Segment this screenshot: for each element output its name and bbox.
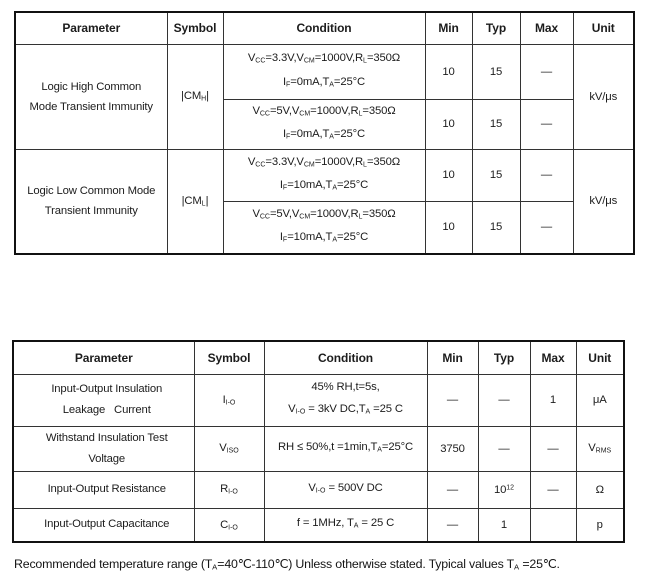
parameter-cell: Logic High Common Mode Transient Immunit… <box>14 43 168 150</box>
unit-cell: μA <box>575 373 625 427</box>
table2-col-parameter: Parameter <box>12 340 195 375</box>
table-row: Input-Output Insulation Leakage Current … <box>12 373 625 427</box>
parameter-cell: Input-Output Resistance <box>12 470 195 509</box>
table1-col-condition: Condition <box>222 11 426 45</box>
table1-col-symbol: Symbol <box>166 11 224 45</box>
typ-cell: 15 <box>471 148 521 202</box>
typ-cell: 1 <box>477 507 531 543</box>
table-row: Input-Output Resistance RI-O VI-O = 500V… <box>12 470 625 509</box>
table1-col-typ: Typ <box>471 11 521 45</box>
table-row: Logic Low Common Mode Transient Immunity… <box>14 148 635 255</box>
unit-cell: VRMS <box>575 425 625 472</box>
max-cell: — <box>519 98 574 150</box>
min-cell: 10 <box>424 200 473 255</box>
min-cell: 3750 <box>426 425 479 472</box>
min-cell: — <box>426 373 479 427</box>
typ-cell: 15 <box>471 98 521 150</box>
max-cell: — <box>529 425 577 472</box>
min-cell: 10 <box>424 148 473 202</box>
symbol-cell: |CML| <box>166 148 224 255</box>
condition-cell: VCC=3.3V,VCM=1000V,RL=350Ω IF=0mA,TA=25°… <box>222 43 426 100</box>
condition-cell: VCC=5V,VCM=1000V,RL=350Ω IF=10mA,TA=25°C <box>222 200 426 255</box>
typ-cell: — <box>477 425 531 472</box>
typ-cell: 1012 <box>477 470 531 509</box>
unit-cell: p <box>575 507 625 543</box>
parameter-cell: Input-Output Capacitance <box>12 507 195 543</box>
temperature-range-footnote: Recommended temperature range (TA=40℃-11… <box>14 557 560 572</box>
table1-header-row: Parameter Symbol Condition Min Typ Max U… <box>14 11 635 45</box>
min-cell: — <box>426 470 479 509</box>
table2-col-symbol: Symbol <box>193 340 265 375</box>
max-cell: — <box>519 200 574 255</box>
table2-col-unit: Unit <box>575 340 625 375</box>
insulation-table: Parameter Symbol Condition Min Typ Max U… <box>12 340 625 543</box>
table-row: Withstand Insulation Test Voltage VISO R… <box>12 425 625 472</box>
condition-cell: VCC=5V,VCM=1000V,RL=350Ω IF=0mA,TA=25°C <box>222 98 426 150</box>
max-cell: — <box>519 148 574 202</box>
typ-cell: 15 <box>471 200 521 255</box>
table2-col-max: Max <box>529 340 577 375</box>
condition-cell: VCC=3.3V,VCM=1000V,RL=350Ω IF=10mA,TA=25… <box>222 148 426 202</box>
table1-col-min: Min <box>424 11 473 45</box>
table-row: VCC=5V,VCM=1000V,RL=350Ω IF=10mA,TA=25°C… <box>15 200 634 255</box>
max-cell <box>529 507 577 543</box>
condition-cell: f = 1MHz, TA = 25 C <box>263 507 428 543</box>
unit-cell: kV/μs <box>572 148 635 255</box>
max-cell: 1 <box>529 373 577 427</box>
min-cell: — <box>426 507 479 543</box>
parameter-cell: Logic Low Common Mode Transient Immunity <box>14 148 168 255</box>
max-cell: — <box>529 470 577 509</box>
symbol-cell: VISO <box>193 425 265 472</box>
typ-cell: — <box>477 373 531 427</box>
table1-col-parameter: Parameter <box>14 11 168 45</box>
unit-cell: kV/μs <box>572 43 635 150</box>
typ-cell: 15 <box>471 43 521 100</box>
min-cell: 10 <box>424 98 473 150</box>
table1-col-unit: Unit <box>572 11 635 45</box>
parameter-cell: Withstand Insulation Test Voltage <box>12 425 195 472</box>
min-cell: 10 <box>424 43 473 100</box>
table-row: Input-Output Capacitance CI-O f = 1MHz, … <box>12 507 625 543</box>
table2-col-min: Min <box>426 340 479 375</box>
symbol-cell: II-O <box>193 373 265 427</box>
table-row: Logic High Common Mode Transient Immunit… <box>14 43 635 150</box>
condition-cell: 45% RH,t=5s, VI-O = 3kV DC,TA =25 C <box>263 373 428 427</box>
table2-col-typ: Typ <box>477 340 531 375</box>
table1-col-max: Max <box>519 11 574 45</box>
condition-cell: VI-O = 500V DC <box>263 470 428 509</box>
unit-cell: Ω <box>575 470 625 509</box>
symbol-cell: RI-O <box>193 470 265 509</box>
symbol-cell: CI-O <box>193 507 265 543</box>
condition-cell: RH ≤ 50%,t =1min,TA=25°C <box>263 425 428 472</box>
symbol-cell: |CMH| <box>166 43 224 150</box>
max-cell: — <box>519 43 574 100</box>
table2-header-row: Parameter Symbol Condition Min Typ Max U… <box>12 340 625 375</box>
table-row: VCC=5V,VCM=1000V,RL=350Ω IF=0mA,TA=25°C … <box>15 98 634 150</box>
transient-immunity-table: Parameter Symbol Condition Min Typ Max U… <box>14 11 635 255</box>
table2-col-condition: Condition <box>263 340 428 375</box>
parameter-cell: Input-Output Insulation Leakage Current <box>12 373 195 427</box>
